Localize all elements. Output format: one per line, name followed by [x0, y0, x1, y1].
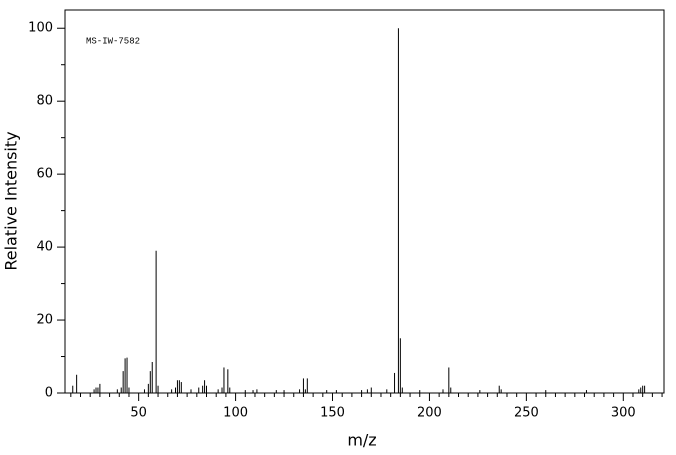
- x-tick-label: 150: [320, 406, 345, 421]
- y-tick-label: 40: [36, 240, 53, 255]
- x-tick-label: 50: [130, 406, 147, 421]
- annotation: MS-IW-7582: [86, 36, 140, 46]
- x-tick-label: 200: [417, 406, 442, 421]
- y-axis-title: Relative Intensity: [2, 131, 21, 270]
- plot-frame: [64, 9, 665, 394]
- x-tick-label: 300: [611, 406, 636, 421]
- x-tick-label: 250: [514, 406, 539, 421]
- x-axis-title: m/z: [347, 431, 376, 450]
- x-tick-label: 100: [223, 406, 248, 421]
- y-tick-label: 20: [36, 313, 53, 328]
- y-tick-label: 100: [28, 21, 53, 36]
- y-tick-label: 0: [45, 386, 53, 401]
- y-tick-label: 60: [36, 167, 53, 182]
- y-tick-label: 80: [36, 94, 53, 109]
